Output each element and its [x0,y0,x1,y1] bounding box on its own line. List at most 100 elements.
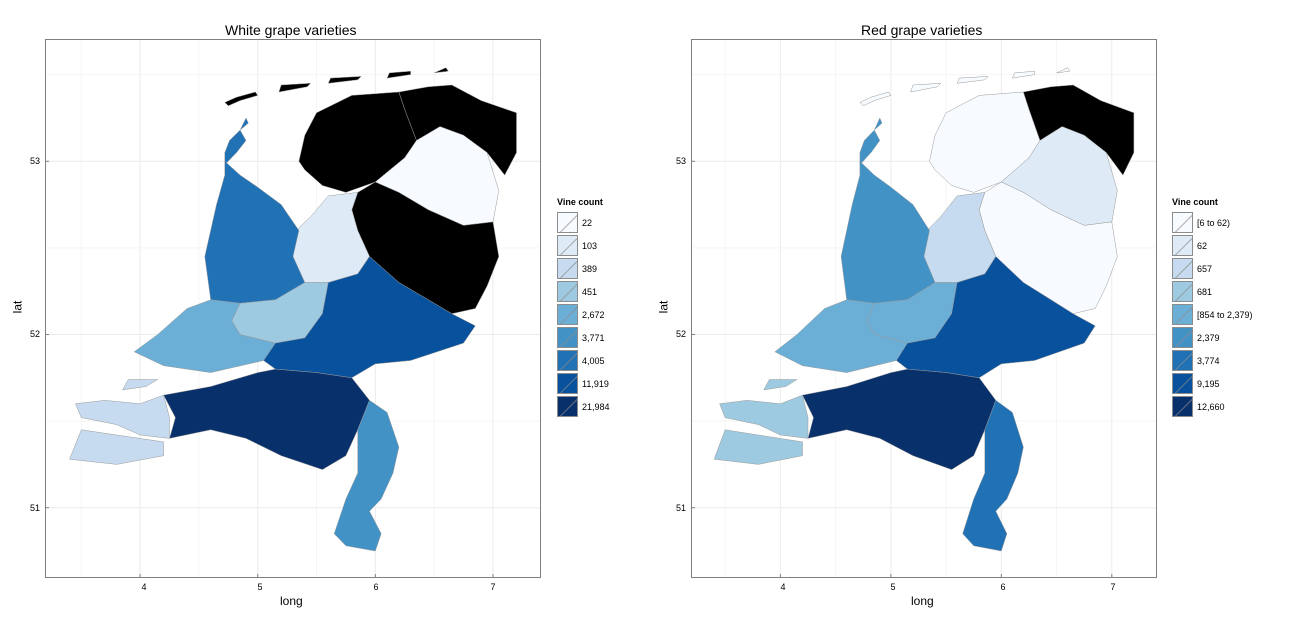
legend-swatch [557,327,578,348]
legend-label: 2,379 [1197,332,1220,343]
legend-item: 2,379 [1172,326,1253,349]
legend-swatch [1172,304,1193,325]
legend-label: 9,195 [1197,378,1220,389]
province-gelderland [896,256,1096,379]
province-zuidholland [774,299,908,373]
legend-title: Vine count [557,197,603,207]
legend-label: 3,774 [1197,355,1220,366]
legend-swatch [1172,212,1193,233]
legend-label: 3,771 [582,332,605,343]
legend-swatch [1172,327,1193,348]
panel-title: White grape varieties [225,22,357,38]
legend-label: 389 [582,263,598,274]
x-tick-label: 6 [373,582,379,592]
province-zeeland [713,429,803,465]
legend-swatch [557,235,578,256]
y-tick-label: 52 [29,329,40,339]
legend-label: 11,919 [582,378,609,389]
legend-label: 12,660 [1197,401,1225,412]
legend-label: 22 [582,217,593,228]
province-zeeland [763,379,798,391]
y-axis-title: lat [656,300,671,314]
x-tick-label: 7 [490,582,496,592]
province-wadden [327,76,362,84]
x-tick-label: 5 [257,582,263,592]
legend-item: 3,774 [1172,349,1253,372]
legend-swatch [1172,396,1193,417]
province-wadden [1011,70,1035,79]
legend-swatch [557,396,578,417]
legend: Vine count 22 103 389 451 2,672 3,771 4,005 11,… [557,197,610,418]
legend-item: 22 [557,211,610,234]
province-zeeland [719,394,809,439]
legend-item: 21,984 [557,395,610,418]
province-noordholland [204,160,306,304]
x-axis-title: long [280,594,303,608]
y-tick-label: 53 [29,156,40,166]
white-grape-panel: White grape varieties 53 52 51 4 5 6 7 l… [0,0,646,619]
x-tick-label: 7 [1110,582,1116,592]
province-gelderland [263,256,476,379]
x-axis-title: long [911,594,934,608]
province-texel [239,117,249,131]
province-limburg [333,399,400,552]
legend-item: 9,195 [1172,372,1253,395]
province-noordbrabant [163,368,370,470]
province-texel [224,129,247,166]
legend-swatch [557,258,578,279]
province-zeeland [69,429,164,465]
legend-item: 11,919 [557,372,610,395]
legend-title: Vine count [1172,197,1218,207]
y-tick-label: 51 [29,503,40,513]
legend-item: [6 to 62) [1172,211,1253,234]
province-wadden [433,67,449,74]
province-wadden [386,70,411,79]
map-plot-area [691,39,1157,578]
legend-label: 2,672 [582,309,605,320]
province-wadden [224,91,259,107]
red-grape-panel: Red grape varieties 53 52 51 4 5 6 7 lon… [646,0,1292,619]
map-plot-area [45,39,541,578]
province-zeeland [75,394,170,439]
province-limburg [962,399,1024,552]
x-tick-label: 4 [141,582,147,592]
legend-swatch [557,350,578,371]
legend-swatch [557,281,578,302]
legend-swatch [1172,350,1193,371]
legend: Vine count [6 to 62) 62 657 681 [854 to 2,37… [1172,197,1253,418]
legend-label: 62 [1197,240,1208,251]
y-tick-label: 51 [675,503,686,513]
legend-item: 3,771 [557,326,610,349]
panel-title: Red grape varieties [861,22,983,38]
province-texel [859,129,881,166]
x-tick-label: 6 [1000,582,1006,592]
legend-swatch [1172,258,1193,279]
province-zuidholland [133,299,276,373]
legend-label: [854 to 2,379) [1197,309,1253,320]
legend-label: 657 [1197,263,1213,274]
y-axis-title: lat [10,300,25,314]
province-texel [874,117,883,131]
province-noordholland [840,160,936,304]
legend-item: 451 [557,280,610,303]
legend-swatch [1172,235,1193,256]
legend-item: 12,660 [1172,395,1253,418]
y-tick-label: 53 [675,156,686,166]
legend-item: 681 [1172,280,1253,303]
legend-item: 2,672 [557,303,610,326]
legend-label: 451 [582,286,598,297]
legend-label: [6 to 62) [1197,217,1231,228]
province-wadden [278,83,312,93]
legend-item: [854 to 2,379) [1172,303,1253,326]
province-noordbrabant [802,368,997,470]
x-tick-label: 4 [780,582,786,592]
legend-item: 4,005 [557,349,610,372]
province-wadden [956,76,989,84]
legend-item: 62 [1172,234,1253,257]
legend-label: 103 [582,240,598,251]
legend-swatch [1172,373,1193,394]
netherlands-map [46,40,540,577]
legend-swatch [557,304,578,325]
province-wadden [910,83,942,93]
legend-item: 389 [557,257,610,280]
